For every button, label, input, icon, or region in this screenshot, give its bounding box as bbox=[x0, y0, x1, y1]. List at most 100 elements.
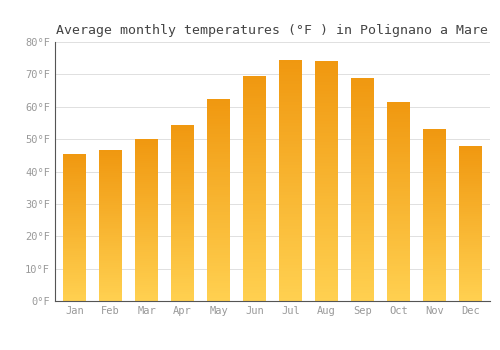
Bar bbox=[135, 145, 158, 147]
Bar bbox=[63, 212, 86, 215]
Bar bbox=[207, 200, 231, 202]
Bar bbox=[422, 226, 446, 228]
Bar bbox=[171, 149, 194, 151]
Bar bbox=[135, 299, 158, 301]
Bar bbox=[386, 231, 410, 234]
Bar bbox=[207, 126, 231, 129]
Bar bbox=[135, 257, 158, 259]
Bar bbox=[135, 149, 158, 151]
Bar bbox=[350, 276, 374, 279]
Bar bbox=[279, 283, 302, 286]
Bar bbox=[279, 271, 302, 274]
Bar bbox=[279, 108, 302, 111]
Bar bbox=[171, 153, 194, 155]
Bar bbox=[99, 261, 122, 263]
Bar bbox=[63, 266, 86, 268]
Bar bbox=[350, 284, 374, 287]
Bar bbox=[314, 190, 338, 193]
Bar bbox=[314, 70, 338, 74]
Bar bbox=[99, 250, 122, 252]
Bar bbox=[99, 235, 122, 237]
Bar bbox=[171, 288, 194, 290]
Bar bbox=[422, 155, 446, 157]
Bar bbox=[314, 199, 338, 202]
Bar bbox=[350, 226, 374, 229]
Bar bbox=[135, 254, 158, 257]
Bar bbox=[279, 129, 302, 132]
Bar bbox=[207, 187, 231, 190]
Bar bbox=[207, 116, 231, 119]
Bar bbox=[422, 290, 446, 292]
Bar bbox=[63, 294, 86, 295]
Bar bbox=[171, 272, 194, 274]
Bar bbox=[171, 286, 194, 288]
Bar bbox=[279, 153, 302, 156]
Bar bbox=[243, 228, 266, 231]
Bar bbox=[243, 208, 266, 211]
Bar bbox=[207, 266, 231, 268]
Bar bbox=[314, 298, 338, 301]
Bar bbox=[135, 166, 158, 167]
Bar bbox=[171, 184, 194, 186]
Bar bbox=[63, 198, 86, 200]
Bar bbox=[135, 212, 158, 214]
Bar bbox=[171, 233, 194, 235]
Bar bbox=[63, 262, 86, 264]
Bar bbox=[171, 284, 194, 286]
Bar bbox=[279, 223, 302, 226]
Bar bbox=[279, 177, 302, 180]
Bar bbox=[422, 265, 446, 267]
Bar bbox=[63, 238, 86, 240]
Bar bbox=[171, 206, 194, 208]
Bar bbox=[63, 247, 86, 250]
Bar bbox=[135, 172, 158, 174]
Bar bbox=[422, 222, 446, 224]
Bar bbox=[63, 237, 86, 238]
Bar bbox=[63, 285, 86, 286]
Bar bbox=[171, 264, 194, 266]
Bar bbox=[135, 174, 158, 176]
Bar bbox=[135, 186, 158, 188]
Bar bbox=[279, 214, 302, 217]
Bar bbox=[99, 212, 122, 215]
Bar bbox=[458, 217, 482, 219]
Bar bbox=[171, 135, 194, 138]
Bar bbox=[422, 286, 446, 288]
Bar bbox=[422, 239, 446, 241]
Bar bbox=[458, 210, 482, 212]
Bar bbox=[279, 174, 302, 177]
Bar bbox=[63, 259, 86, 260]
Bar bbox=[171, 138, 194, 140]
Bar bbox=[207, 167, 231, 169]
Bar bbox=[458, 252, 482, 254]
Bar bbox=[63, 202, 86, 203]
Bar bbox=[63, 270, 86, 272]
Bar bbox=[458, 187, 482, 188]
Bar bbox=[350, 256, 374, 259]
Bar bbox=[135, 242, 158, 244]
Bar bbox=[243, 191, 266, 194]
Bar bbox=[243, 124, 266, 127]
Bar bbox=[458, 272, 482, 274]
Bar bbox=[207, 223, 231, 225]
Bar bbox=[63, 187, 86, 189]
Bar bbox=[386, 187, 410, 189]
Bar bbox=[99, 284, 122, 286]
Bar bbox=[207, 139, 231, 142]
Bar bbox=[243, 256, 266, 259]
Bar bbox=[350, 100, 374, 103]
Bar bbox=[350, 122, 374, 125]
Bar bbox=[99, 243, 122, 245]
Bar bbox=[279, 217, 302, 219]
Bar bbox=[207, 157, 231, 159]
Bar bbox=[422, 172, 446, 174]
Bar bbox=[279, 75, 302, 78]
Bar bbox=[314, 169, 338, 172]
Bar bbox=[314, 68, 338, 70]
Bar bbox=[386, 271, 410, 274]
Bar bbox=[243, 231, 266, 233]
Bar bbox=[279, 286, 302, 289]
Bar bbox=[422, 170, 446, 172]
Bar bbox=[386, 204, 410, 206]
Bar bbox=[171, 129, 194, 131]
